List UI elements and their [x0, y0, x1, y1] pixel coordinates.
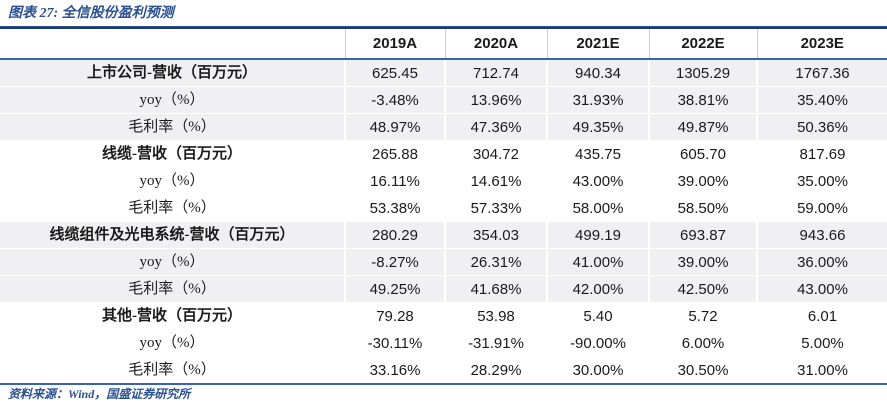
cell-value: -30.11% [344, 329, 445, 357]
cell-value: 41.00% [546, 248, 649, 276]
cell-value: 39.00% [648, 167, 757, 195]
table-row: 线缆组件及光电系统-营收（百万元） 280.29 354.03 499.19 693.8… [0, 221, 887, 249]
cell-value: 6.00% [648, 329, 757, 357]
cell-value: 605.70 [648, 140, 757, 168]
cell-value: 693.87 [648, 221, 757, 249]
cell-value: 49.35% [546, 113, 649, 141]
cell-value: 354.03 [444, 221, 547, 249]
row-label: 其他-营收（百万元） [0, 302, 345, 330]
row-label: 毛利率（%） [0, 113, 345, 141]
row-label: yoy（%） [0, 167, 345, 195]
cell-value: -31.91% [444, 329, 547, 357]
cell-value: 53.98 [444, 302, 547, 330]
table-row: 毛利率（%） 49.25% 41.68% 42.00% 42.50% 43.00% [0, 275, 887, 303]
row-label: 毛利率（%） [0, 275, 345, 303]
column-header-2022e: 2022E [648, 27, 757, 60]
cell-value: 5.72 [648, 302, 757, 330]
table-row: 线缆-营收（百万元） 265.88 304.72 435.75 605.70 817.69 [0, 140, 887, 168]
cell-value: 31.00% [756, 356, 887, 385]
cell-value: 38.81% [648, 86, 757, 114]
cell-value: 1767.36 [756, 58, 887, 87]
cell-value: 26.31% [444, 248, 547, 276]
cell-value: 625.45 [344, 58, 445, 87]
cell-value: 42.00% [546, 275, 649, 303]
cell-value: 304.72 [444, 140, 547, 168]
cell-value: 58.00% [546, 194, 649, 222]
table-row: yoy（%） -30.11% -31.91% -90.00% 6.00% 5.00% [0, 329, 887, 357]
row-label: 线缆组件及光电系统-营收（百万元） [0, 221, 345, 249]
cell-value: 49.87% [648, 113, 757, 141]
cell-value: 712.74 [444, 58, 547, 87]
table-row: yoy（%） -8.27% 26.31% 41.00% 39.00% 36.00% [0, 248, 887, 276]
cell-value: 435.75 [546, 140, 649, 168]
cell-value: 53.38% [344, 194, 445, 222]
corner-cell [0, 27, 345, 60]
cell-value: 6.01 [756, 302, 887, 330]
cell-value: 57.33% [444, 194, 547, 222]
cell-value: 1305.29 [648, 58, 757, 87]
row-label: yoy（%） [0, 329, 345, 357]
row-label: 毛利率（%） [0, 194, 345, 222]
cell-value: 30.50% [648, 356, 757, 385]
cell-value: 43.00% [546, 167, 649, 195]
source-note: 资料来源：Wind，国盛证券研究所 [8, 387, 191, 401]
cell-value: 79.28 [344, 302, 445, 330]
cell-value: 33.16% [344, 356, 445, 385]
figure-title: 图表 27: 全信股份盈利预测 [0, 0, 887, 27]
row-label: 毛利率（%） [0, 356, 345, 385]
cell-value: 39.00% [648, 248, 757, 276]
cell-value: 499.19 [546, 221, 649, 249]
table-row: 毛利率（%） 48.97% 47.36% 49.35% 49.87% 50.36% [0, 113, 887, 141]
cell-value: 41.68% [444, 275, 547, 303]
table-row: yoy（%） -3.48% 13.96% 31.93% 38.81% 35.40% [0, 86, 887, 114]
cell-value: 31.93% [546, 86, 649, 114]
cell-value: 42.50% [648, 275, 757, 303]
column-header-2020a: 2020A [444, 27, 547, 60]
cell-value: 49.25% [344, 275, 445, 303]
cell-value: 13.96% [444, 86, 547, 114]
cell-value: 58.50% [648, 194, 757, 222]
cell-value: 5.40 [546, 302, 649, 330]
cell-value: 265.88 [344, 140, 445, 168]
header-row: 2019A 2020A 2021E 2022E 2023E [0, 27, 887, 60]
cell-value: 280.29 [344, 221, 445, 249]
cell-value: -90.00% [546, 329, 649, 357]
cell-value: -3.48% [344, 86, 445, 114]
cell-value: 5.00% [756, 329, 887, 357]
table-row: 毛利率（%） 33.16% 28.29% 30.00% 30.50% 31.00% [0, 356, 887, 385]
table-row: 上市公司-营收（百万元） 625.45 712.74 940.34 1305.29 176… [0, 58, 887, 87]
cell-value: -8.27% [344, 248, 445, 276]
cell-value: 940.34 [546, 58, 649, 87]
cell-value: 817.69 [756, 140, 887, 168]
cell-value: 36.00% [756, 248, 887, 276]
table-row: yoy（%） 16.11% 14.61% 43.00% 39.00% 35.00% [0, 167, 887, 195]
cell-value: 50.36% [756, 113, 887, 141]
forecast-table: 2019A 2020A 2021E 2022E 2023E 上市公司-营收（百万… [0, 27, 887, 385]
row-label: 上市公司-营收（百万元） [0, 58, 345, 87]
table-row: 其他-营收（百万元） 79.28 53.98 5.40 5.72 6.01 [0, 302, 887, 330]
cell-value: 28.29% [444, 356, 547, 385]
table-header: 2019A 2020A 2021E 2022E 2023E [0, 27, 887, 60]
cell-value: 35.00% [756, 167, 887, 195]
cell-value: 30.00% [546, 356, 649, 385]
table-body: 上市公司-营收（百万元） 625.45 712.74 940.34 1305.29 176… [0, 58, 887, 385]
row-label: yoy（%） [0, 86, 345, 114]
column-header-2023e: 2023E [756, 27, 887, 60]
cell-value: 48.97% [344, 113, 445, 141]
cell-value: 35.40% [756, 86, 887, 114]
cell-value: 43.00% [756, 275, 887, 303]
cell-value: 16.11% [344, 167, 445, 195]
row-label: yoy（%） [0, 248, 345, 276]
cell-value: 47.36% [444, 113, 547, 141]
column-header-2019a: 2019A [344, 27, 445, 60]
cell-value: 943.66 [756, 221, 887, 249]
column-header-2021e: 2021E [546, 27, 649, 60]
cell-value: 14.61% [444, 167, 547, 195]
cell-value: 59.00% [756, 194, 887, 222]
row-label: 线缆-营收（百万元） [0, 140, 345, 168]
table-row: 毛利率（%） 53.38% 57.33% 58.00% 58.50% 59.00% [0, 194, 887, 222]
